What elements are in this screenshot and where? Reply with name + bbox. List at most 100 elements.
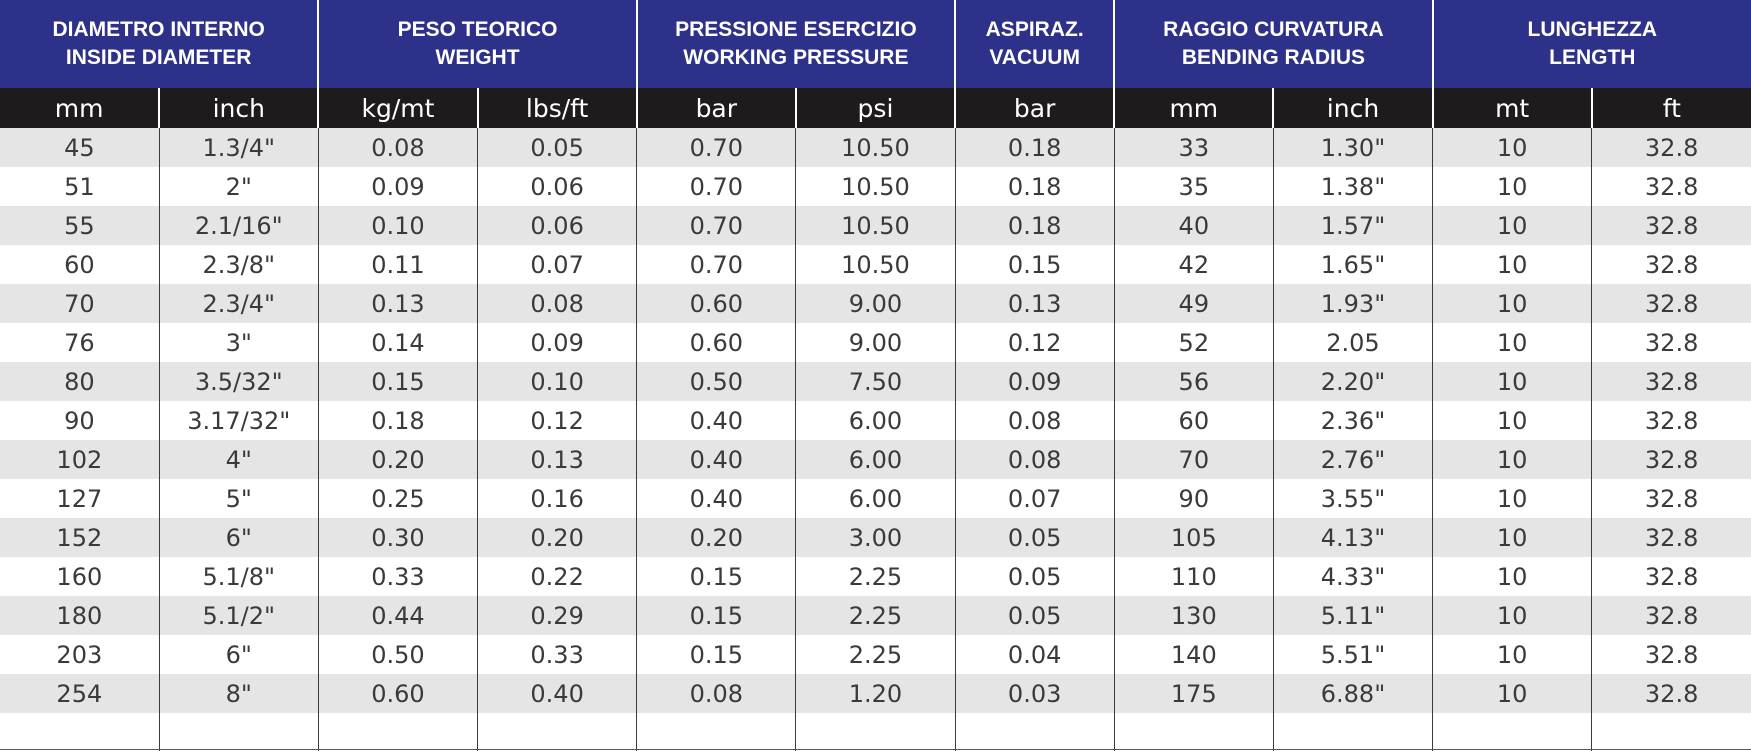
table-cell: 90 xyxy=(1113,479,1274,518)
table-cell: 110 xyxy=(1113,557,1274,596)
table-row: 51 2" 0.09 0.06 0.70 10.50 0.18 35 1.38" 10 32.8 xyxy=(0,167,1751,206)
unit-header-cell: bar xyxy=(954,88,1115,128)
table-cell: 0.40 xyxy=(636,440,796,479)
table-cell: 0.15 xyxy=(636,557,796,596)
table-cell: 32.8 xyxy=(1591,128,1751,167)
empty-cell xyxy=(1272,713,1433,751)
table-cell: 10 xyxy=(1432,479,1592,518)
table-cell: 10 xyxy=(1432,635,1592,674)
table-row: 180 5.1/2" 0.44 0.29 0.15 2.25 0.05 130 5.11" 10 3… xyxy=(0,596,1751,635)
table-cell: 32.8 xyxy=(1591,596,1751,635)
table-cell: 0.33 xyxy=(477,635,637,674)
header-bending-radius: RAGGIO CURVATURA BENDING RADIUS xyxy=(1113,0,1433,88)
header-weight-en: WEIGHT xyxy=(435,46,520,69)
table-cell: 2.76" xyxy=(1272,440,1433,479)
header-weight-it: PESO TEORICO xyxy=(397,18,558,41)
table-cell: 0.12 xyxy=(954,323,1115,362)
table-cell: 4" xyxy=(158,440,319,479)
table-bottom-rule xyxy=(0,749,1751,750)
table-cell: 35 xyxy=(1113,167,1274,206)
table-cell: 102 xyxy=(0,440,160,479)
table-row: 60 2.3/8" 0.11 0.07 0.70 10.50 0.15 42 1.65" 10 32… xyxy=(0,245,1751,284)
table-cell: 0.08 xyxy=(477,284,637,323)
table-cell: 175 xyxy=(1113,674,1274,713)
table-cell: 140 xyxy=(1113,635,1274,674)
table-cell: 105 xyxy=(1113,518,1274,557)
empty-cell xyxy=(317,713,478,751)
header-vacuum: ASPIRAZ. VACUUM xyxy=(954,0,1115,88)
table-cell: 10 xyxy=(1432,440,1592,479)
table-cell: 0.13 xyxy=(954,284,1115,323)
table-cell: 0.18 xyxy=(954,167,1115,206)
table-cell: 10 xyxy=(1432,674,1592,713)
table-cell: 10 xyxy=(1432,167,1592,206)
table-cell: 52 xyxy=(1113,323,1274,362)
table-cell: 10.50 xyxy=(795,167,956,206)
table-cell: 1.20 xyxy=(795,674,956,713)
table-cell: 0.04 xyxy=(954,635,1115,674)
table-cell: 0.08 xyxy=(636,674,796,713)
table-cell: 10 xyxy=(1432,596,1592,635)
table-cell: 4.33" xyxy=(1272,557,1433,596)
unit-header-cell: mm xyxy=(0,88,160,128)
table-cell: 0.20 xyxy=(477,518,637,557)
table-cell: 1.57" xyxy=(1272,206,1433,245)
table-cell: 0.70 xyxy=(636,167,796,206)
table-cell: 0.15 xyxy=(317,362,478,401)
header-weight: PESO TEORICO WEIGHT xyxy=(317,0,637,88)
table-cell: 1.93" xyxy=(1272,284,1433,323)
table-cell: 6.00 xyxy=(795,440,956,479)
unit-header-cell: bar xyxy=(635,88,796,128)
table-row: 102 4" 0.20 0.13 0.40 6.00 0.08 70 2.76" 10 32.8 xyxy=(0,440,1751,479)
unit-header-cell: mt xyxy=(1431,88,1592,128)
table-cell: 0.09 xyxy=(477,323,637,362)
table-cell: 32.8 xyxy=(1591,635,1751,674)
empty-cell xyxy=(1432,713,1592,751)
table-row: 76 3" 0.14 0.09 0.60 9.00 0.12 52 2.05 10 32.8 xyxy=(0,323,1751,362)
table-cell: 0.60 xyxy=(636,284,796,323)
table-cell: 32.8 xyxy=(1591,401,1751,440)
table-cell: 0.70 xyxy=(636,245,796,284)
table-row: 160 5.1/8" 0.33 0.22 0.15 2.25 0.05 110 4.33" 10 3… xyxy=(0,557,1751,596)
table-row: 127 5" 0.25 0.16 0.40 6.00 0.07 90 3.55" 10 32.8 xyxy=(0,479,1751,518)
table-cell: 5.11" xyxy=(1272,596,1433,635)
table-cell: 0.09 xyxy=(954,362,1115,401)
table-cell: 0.03 xyxy=(954,674,1115,713)
table-row: 203 6" 0.50 0.33 0.15 2.25 0.04 140 5.51" 10 32.8 xyxy=(0,635,1751,674)
header-bending-radius-en: BENDING RADIUS xyxy=(1181,46,1365,69)
table-cell: 0.60 xyxy=(636,323,796,362)
table-cell: 254 xyxy=(0,674,160,713)
header-bending-radius-it: RAGGIO CURVATURA xyxy=(1163,18,1384,41)
table-cell: 0.11 xyxy=(317,245,478,284)
table-cell: 0.40 xyxy=(477,674,637,713)
table-cell: 9.00 xyxy=(795,284,956,323)
table-cell: 6.00 xyxy=(795,479,956,518)
empty-cell xyxy=(636,713,796,751)
unit-header-cell: psi xyxy=(794,88,956,128)
table-cell: 127 xyxy=(0,479,160,518)
header-working-pressure-en: WORKING PRESSURE xyxy=(683,46,909,69)
table-cell: 70 xyxy=(0,284,160,323)
table-cell: 8" xyxy=(158,674,319,713)
table-row: 70 2.3/4" 0.13 0.08 0.60 9.00 0.13 49 1.93" 10 32.… xyxy=(0,284,1751,323)
table-cell: 0.15 xyxy=(954,245,1115,284)
table-cell: 32.8 xyxy=(1591,518,1751,557)
unit-header-cell: lbs/ft xyxy=(476,88,637,128)
table-cell: 152 xyxy=(0,518,160,557)
table-cell: 42 xyxy=(1113,245,1274,284)
table-cell: 0.18 xyxy=(317,401,478,440)
table-cell: 32.8 xyxy=(1591,323,1751,362)
table-body: 45 1.3/4" 0.08 0.05 0.70 10.50 0.18 33 1.30" 10 32… xyxy=(0,128,1751,751)
group-header-row: DIAMETRO INTERNO INSIDE DIAMETER PESO TE… xyxy=(0,0,1751,88)
table-cell: 0.05 xyxy=(954,557,1115,596)
table-cell: 0.06 xyxy=(477,167,637,206)
table-cell: 0.09 xyxy=(317,167,478,206)
table-cell: 3.5/32" xyxy=(158,362,319,401)
table-cell: 0.07 xyxy=(477,245,637,284)
table-cell: 76 xyxy=(0,323,160,362)
table-cell: 0.08 xyxy=(954,440,1115,479)
table-cell: 60 xyxy=(0,245,160,284)
table-cell: 33 xyxy=(1113,128,1274,167)
table-row: 90 3.17/32" 0.18 0.12 0.40 6.00 0.08 60 2.36" 10 3… xyxy=(0,401,1751,440)
